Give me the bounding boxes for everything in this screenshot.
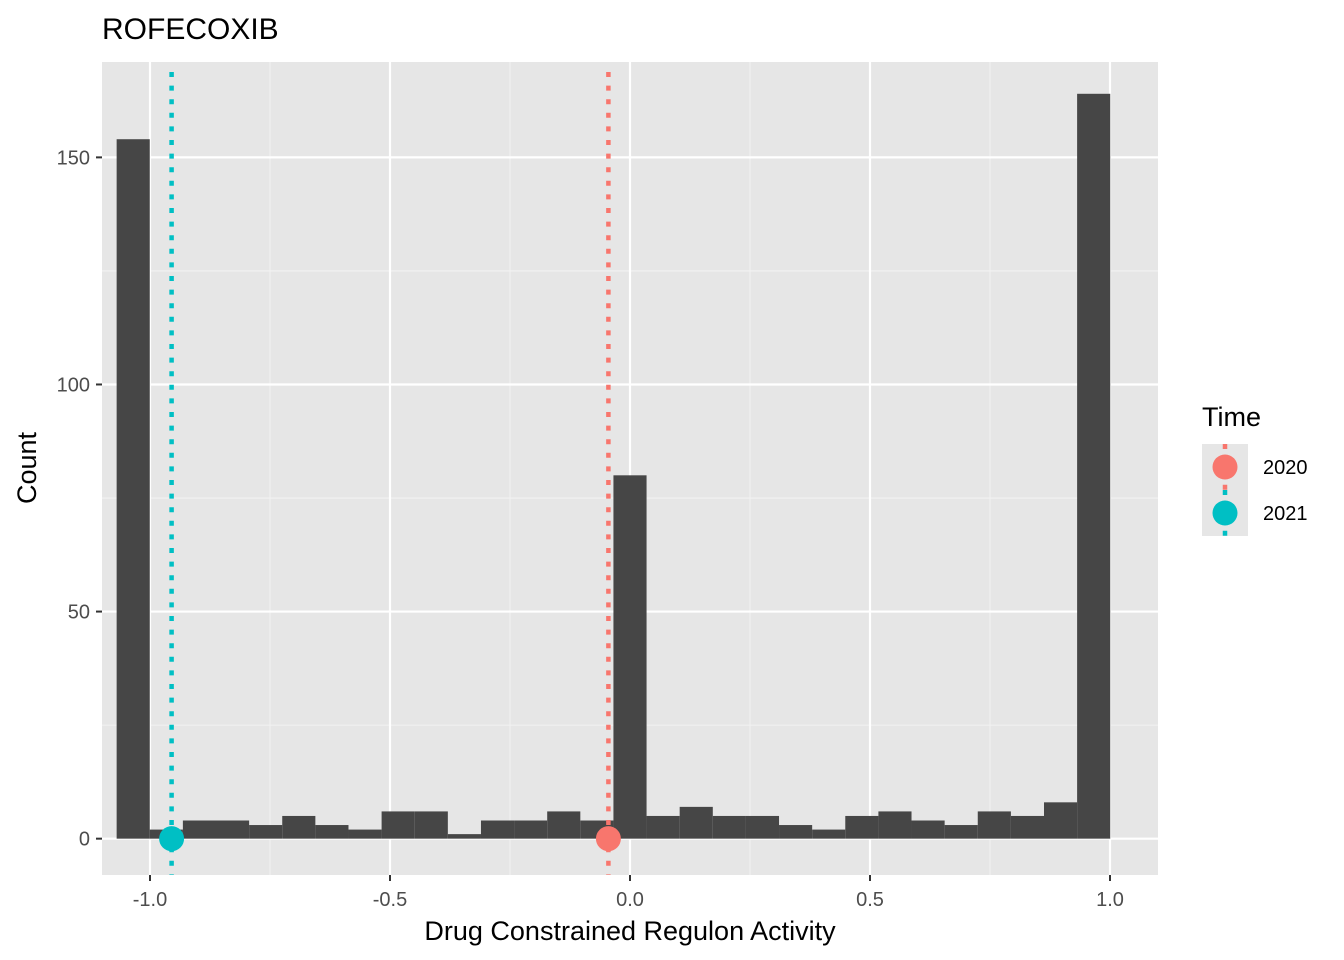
legend: Time 2020 2021 bbox=[1202, 402, 1308, 536]
histogram-bar bbox=[547, 811, 581, 839]
x-tick-label: -1.0 bbox=[133, 889, 167, 911]
chart-title: ROFECOXIB bbox=[102, 13, 279, 46]
y-tick-label: 150 bbox=[57, 147, 90, 169]
histogram-bar bbox=[779, 825, 813, 839]
y-tick-label: 50 bbox=[68, 602, 90, 624]
legend-item-2020: 2020 bbox=[1202, 444, 1308, 490]
histogram-bar bbox=[1077, 93, 1111, 839]
y-axis-title: Count bbox=[12, 431, 42, 504]
y-tick-label: 100 bbox=[57, 374, 90, 396]
histogram-bar bbox=[679, 806, 713, 839]
legend-key-point bbox=[1212, 500, 1238, 526]
histogram-bar bbox=[944, 825, 978, 839]
legend-item-2021: 2021 bbox=[1202, 490, 1308, 536]
histogram-bar bbox=[414, 811, 448, 839]
histogram-bar bbox=[282, 815, 316, 839]
histogram-bar bbox=[745, 815, 780, 839]
histogram-bar bbox=[878, 811, 912, 839]
legend-label: 2020 bbox=[1263, 457, 1308, 479]
histogram-bar bbox=[116, 139, 150, 839]
marker-point-2020 bbox=[595, 826, 621, 852]
legend-title: Time bbox=[1202, 402, 1261, 432]
y-tick-label: 0 bbox=[79, 829, 90, 851]
x-axis: -1.0 -0.5 0.0 0.5 1.0 bbox=[133, 875, 1124, 911]
histogram-bar bbox=[348, 829, 382, 839]
histogram-bar bbox=[216, 820, 250, 839]
histogram-bar bbox=[712, 815, 746, 839]
x-tick-label: -0.5 bbox=[373, 889, 407, 911]
histogram-bar bbox=[977, 811, 1011, 839]
histogram-bar bbox=[1010, 815, 1044, 839]
histogram-bar bbox=[381, 811, 415, 839]
histogram-bar bbox=[1044, 802, 1078, 839]
histogram-bar bbox=[911, 820, 945, 839]
histogram-bar bbox=[315, 825, 349, 839]
marker-points bbox=[159, 826, 621, 852]
marker-lines bbox=[169, 72, 611, 875]
histogram-bar bbox=[812, 829, 846, 839]
histogram-bar bbox=[845, 815, 879, 839]
histogram-bar bbox=[646, 815, 680, 839]
legend-label: 2021 bbox=[1263, 503, 1308, 525]
histogram-bar bbox=[447, 834, 481, 839]
histogram-bar bbox=[613, 475, 647, 839]
histogram-bar bbox=[480, 820, 515, 839]
histogram-bar bbox=[182, 820, 216, 839]
histogram-bar bbox=[249, 825, 283, 839]
x-axis-title: Drug Constrained Regulon Activity bbox=[424, 916, 836, 946]
x-tick-label: 0.5 bbox=[856, 889, 884, 911]
legend-key-point bbox=[1212, 454, 1238, 480]
y-axis: 0 50 100 150 bbox=[57, 147, 102, 851]
histogram-bars bbox=[116, 93, 1111, 839]
x-tick-label: 0.0 bbox=[616, 889, 644, 911]
x-tick-label: 1.0 bbox=[1096, 889, 1124, 911]
marker-point-2021 bbox=[159, 826, 185, 852]
histogram-bar bbox=[514, 820, 548, 839]
